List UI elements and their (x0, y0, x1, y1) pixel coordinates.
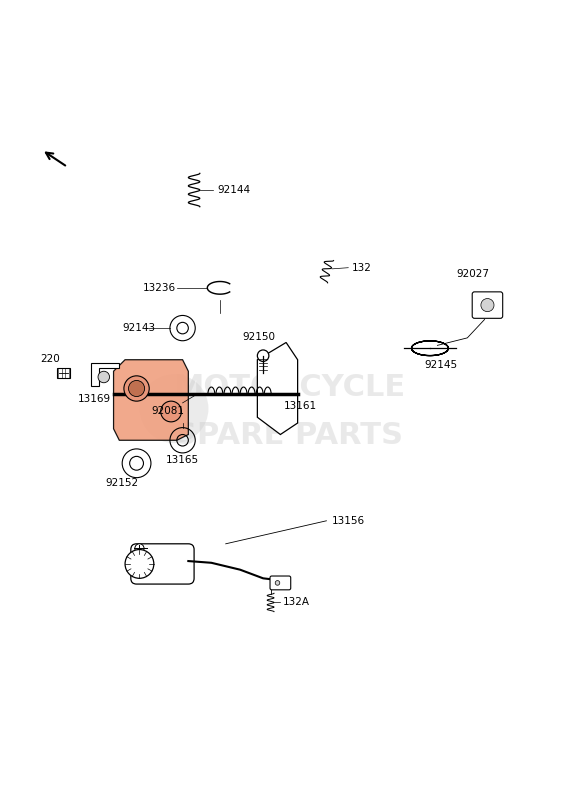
FancyBboxPatch shape (270, 576, 291, 590)
Text: 220: 220 (40, 354, 60, 364)
Text: 92143: 92143 (122, 323, 155, 333)
Polygon shape (257, 342, 298, 434)
Polygon shape (91, 362, 119, 386)
Circle shape (257, 350, 269, 362)
Text: 92081: 92081 (151, 406, 185, 416)
Polygon shape (113, 360, 188, 440)
Circle shape (128, 381, 144, 397)
Circle shape (98, 371, 109, 382)
Text: 92145: 92145 (425, 360, 458, 370)
Text: 13236: 13236 (142, 283, 176, 293)
Text: 92027: 92027 (457, 270, 490, 279)
Circle shape (481, 298, 494, 312)
Circle shape (139, 374, 209, 443)
Text: 13165: 13165 (166, 454, 199, 465)
Circle shape (124, 376, 149, 401)
Text: 13169: 13169 (78, 394, 111, 404)
Text: 132A: 132A (283, 598, 310, 607)
Text: 13161: 13161 (284, 401, 317, 411)
Text: 92152: 92152 (106, 478, 139, 488)
Circle shape (275, 581, 280, 586)
Circle shape (161, 401, 181, 422)
Bar (57, 368, 71, 378)
Text: MOTORCYCLE
SPARE PARTS: MOTORCYCLE SPARE PARTS (173, 374, 405, 450)
FancyBboxPatch shape (131, 544, 194, 584)
Text: 92144: 92144 (217, 185, 250, 195)
Circle shape (125, 550, 154, 578)
FancyBboxPatch shape (472, 292, 503, 318)
Circle shape (135, 544, 144, 553)
Text: 13156: 13156 (332, 516, 365, 526)
Text: 92150: 92150 (243, 333, 276, 342)
Text: 132: 132 (352, 262, 372, 273)
